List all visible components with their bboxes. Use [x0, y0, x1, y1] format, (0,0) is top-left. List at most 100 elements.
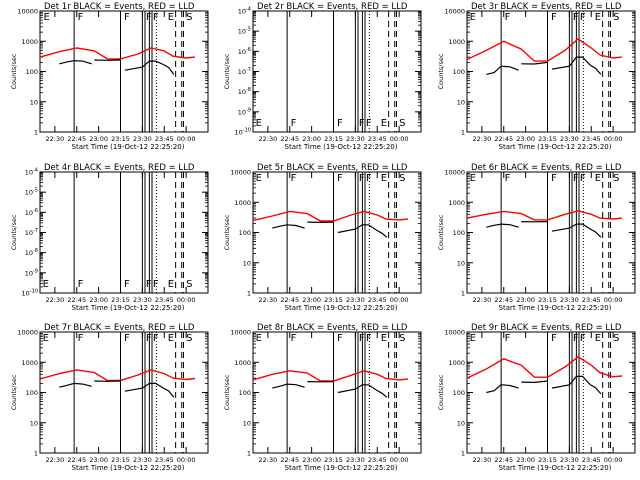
- flare-letter: F: [505, 173, 511, 184]
- x-tick-label: 22:30: [473, 135, 492, 143]
- x-tick-label: 23:00: [89, 456, 108, 464]
- x-tick-label: 23:15: [538, 296, 557, 304]
- flare-letter: E: [595, 333, 601, 344]
- x-tick-label: 23:45: [368, 135, 387, 143]
- flare-letter: F: [366, 333, 372, 344]
- flare-letter: F: [291, 118, 297, 129]
- flare-letter: F: [505, 333, 511, 344]
- x-tick-label: 22:30: [259, 296, 278, 304]
- x-tick-label: 22:30: [473, 296, 492, 304]
- flare-letter: F: [573, 12, 579, 23]
- y-tick-label: 1000: [448, 359, 465, 367]
- flare-letter: E: [168, 333, 174, 344]
- y-tick-label: 1000: [234, 359, 251, 367]
- flare-letter: S: [186, 279, 192, 290]
- y-tick-label: 10-5: [238, 27, 251, 36]
- y-tick-label: 1000: [234, 199, 251, 207]
- flare-letter: S: [186, 12, 192, 23]
- y-axis-label: Counts/sec: [223, 53, 231, 89]
- flare-letter: E: [168, 12, 174, 23]
- flare-letter: S: [399, 333, 405, 344]
- plot-frame: [466, 10, 636, 133]
- flare-letter: E: [470, 12, 476, 23]
- y-tick-label: 10000: [230, 169, 251, 177]
- y-tick-label: 10-9: [25, 268, 38, 277]
- y-tick-label: 10-10: [235, 128, 251, 137]
- flare-letter: E: [470, 333, 476, 344]
- x-tick-label: 22:30: [473, 456, 492, 464]
- x-tick-label: 23:30: [133, 296, 152, 304]
- x-tick-label: 23:45: [155, 296, 174, 304]
- y-tick-label: 10-9: [238, 107, 251, 116]
- flare-letter: F: [573, 333, 579, 344]
- events-rate-line: [124, 60, 175, 75]
- detector-panel: Det 9r BLACK = Events, RED = LLD 1 10 100 10…: [437, 323, 636, 472]
- flare-letter: S: [186, 333, 192, 344]
- flare-letter: F: [573, 173, 579, 184]
- flare-letter: S: [613, 173, 619, 184]
- x-tick-label: 23:00: [302, 456, 321, 464]
- x-tick-label: 22:45: [494, 135, 513, 143]
- y-tick-label: 10000: [444, 169, 465, 177]
- events-rate-line: [486, 384, 519, 394]
- flare-letter: F: [580, 173, 586, 184]
- flare-letter: E: [595, 12, 601, 23]
- flare-letter: E: [43, 333, 49, 344]
- y-tick-label: 10: [243, 419, 251, 427]
- y-tick-label: 10-6: [25, 208, 38, 217]
- flare-letter: F: [551, 173, 557, 184]
- y-tick-label: 10000: [444, 8, 465, 16]
- x-axis-label: Start Time (19-Oct-12 22:25:20): [72, 464, 185, 472]
- x-tick-label: 22:30: [46, 296, 65, 304]
- events-rate-line: [59, 59, 92, 65]
- detector-panel: Det 3r BLACK = Events, RED = LLD 1 10 100 10…: [437, 2, 636, 151]
- y-tick-label: 1: [34, 129, 38, 137]
- plot-frame: [466, 171, 636, 294]
- x-tick-label: 23:30: [560, 296, 579, 304]
- y-axis-label: Counts/sec: [10, 53, 18, 89]
- y-tick-label: 10: [457, 259, 465, 267]
- y-tick-label: 10: [457, 419, 465, 427]
- y-axis-label: Counts/sec: [223, 214, 231, 250]
- x-tick-label: 23:15: [324, 296, 343, 304]
- flare-letter: F: [153, 279, 159, 290]
- x-tick-label: 23:45: [155, 135, 174, 143]
- x-tick-label: 22:45: [280, 135, 299, 143]
- events-rate-line: [337, 384, 388, 398]
- flare-letter: S: [613, 12, 619, 23]
- x-tick-label: 23:00: [89, 296, 108, 304]
- flare-letter: F: [505, 12, 511, 23]
- x-tick-label: 22:45: [67, 135, 86, 143]
- y-axis-label: Counts/sec: [10, 374, 18, 410]
- detector-panel: Det 8r BLACK = Events, RED = LLD 1 10 100 10…: [223, 323, 422, 472]
- flare-letter: F: [153, 12, 159, 23]
- x-tick-label: 00:00: [390, 296, 409, 304]
- y-tick-label: 1000: [448, 38, 465, 46]
- flare-letter: F: [124, 333, 130, 344]
- y-tick-label: 100: [26, 68, 38, 76]
- detector-panel: Det 5r BLACK = Events, RED = LLD 1 10 100 10…: [223, 163, 422, 312]
- flare-letter: S: [399, 173, 405, 184]
- y-tick-label: 10: [30, 419, 38, 427]
- panel-title: Det 4r BLACK = Events, RED = LLD: [44, 163, 195, 173]
- y-tick-label: 10000: [17, 329, 38, 337]
- panel-title: Det 1r BLACK = Events, RED = LLD: [44, 2, 195, 12]
- flare-letter: F: [366, 173, 372, 184]
- lld-rate-line: [252, 210, 408, 222]
- flare-letter: F: [78, 333, 84, 344]
- x-tick-label: 00:00: [604, 456, 623, 464]
- y-axis-label: Counts/sec: [437, 214, 445, 250]
- panel-title: Det 7r BLACK = Events, RED = LLD: [44, 323, 195, 333]
- x-tick-label: 23:15: [324, 135, 343, 143]
- flare-letter: E: [595, 173, 601, 184]
- x-tick-label: 22:45: [280, 296, 299, 304]
- y-tick-label: 10: [30, 98, 38, 106]
- x-tick-label: 23:45: [368, 296, 387, 304]
- flare-letter: E: [256, 118, 262, 129]
- events-rate-line: [521, 61, 548, 65]
- plot-frame: [252, 10, 422, 133]
- x-axis-label: Start Time (19-Oct-12 22:25:20): [499, 304, 612, 312]
- x-tick-label: 23:00: [89, 135, 108, 143]
- flare-letter: F: [337, 173, 343, 184]
